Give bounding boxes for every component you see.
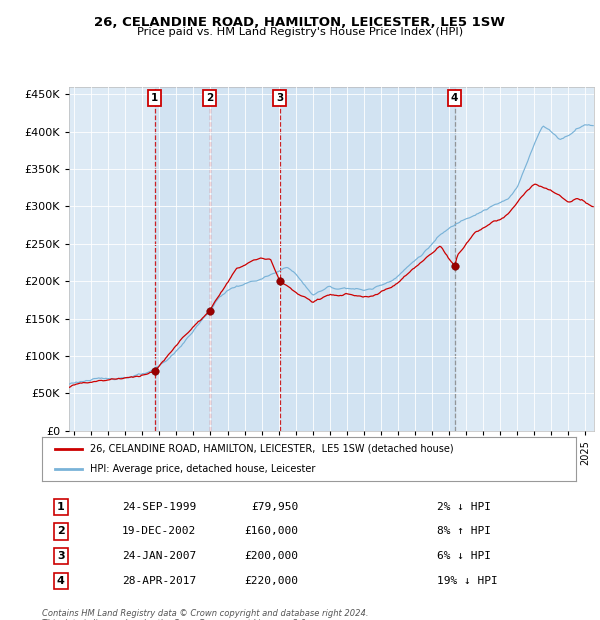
Text: 8% ↑ HPI: 8% ↑ HPI [437, 526, 491, 536]
Bar [155, 87, 455, 431]
Text: 26, CELANDINE ROAD, HAMILTON, LEICESTER, LE5 1SW: 26, CELANDINE ROAD, HAMILTON, LEICESTER,… [95, 16, 505, 29]
Text: Price paid vs. HM Land Registry's House Price Index (HPI): Price paid vs. HM Land Registry's House … [137, 27, 463, 37]
Text: Contains HM Land Registry data © Crown copyright and database right 2024.
This d: Contains HM Land Registry data © Crown c… [42, 609, 368, 620]
Text: 3: 3 [276, 93, 283, 103]
Text: 26, CELANDINE ROAD, HAMILTON, LEICESTER,  LE5 1SW (detached house): 26, CELANDINE ROAD, HAMILTON, LEICESTER,… [90, 444, 454, 454]
Text: £79,950: £79,950 [251, 502, 298, 512]
Text: £200,000: £200,000 [244, 551, 298, 561]
Text: 1: 1 [57, 502, 65, 512]
Text: 2: 2 [206, 93, 214, 103]
Text: 3: 3 [57, 551, 65, 561]
Text: 24-JAN-2007: 24-JAN-2007 [122, 551, 196, 561]
Text: 19% ↓ HPI: 19% ↓ HPI [437, 576, 498, 586]
Text: 4: 4 [451, 93, 458, 103]
Text: 19-DEC-2002: 19-DEC-2002 [122, 526, 196, 536]
Text: £220,000: £220,000 [244, 576, 298, 586]
Text: HPI: Average price, detached house, Leicester: HPI: Average price, detached house, Leic… [90, 464, 316, 474]
Text: 4: 4 [57, 576, 65, 586]
Text: 24-SEP-1999: 24-SEP-1999 [122, 502, 196, 512]
Text: 28-APR-2017: 28-APR-2017 [122, 576, 196, 586]
Text: 1: 1 [151, 93, 158, 103]
Text: 6% ↓ HPI: 6% ↓ HPI [437, 551, 491, 561]
Text: 2: 2 [57, 526, 65, 536]
Text: 2% ↓ HPI: 2% ↓ HPI [437, 502, 491, 512]
Text: £160,000: £160,000 [244, 526, 298, 536]
